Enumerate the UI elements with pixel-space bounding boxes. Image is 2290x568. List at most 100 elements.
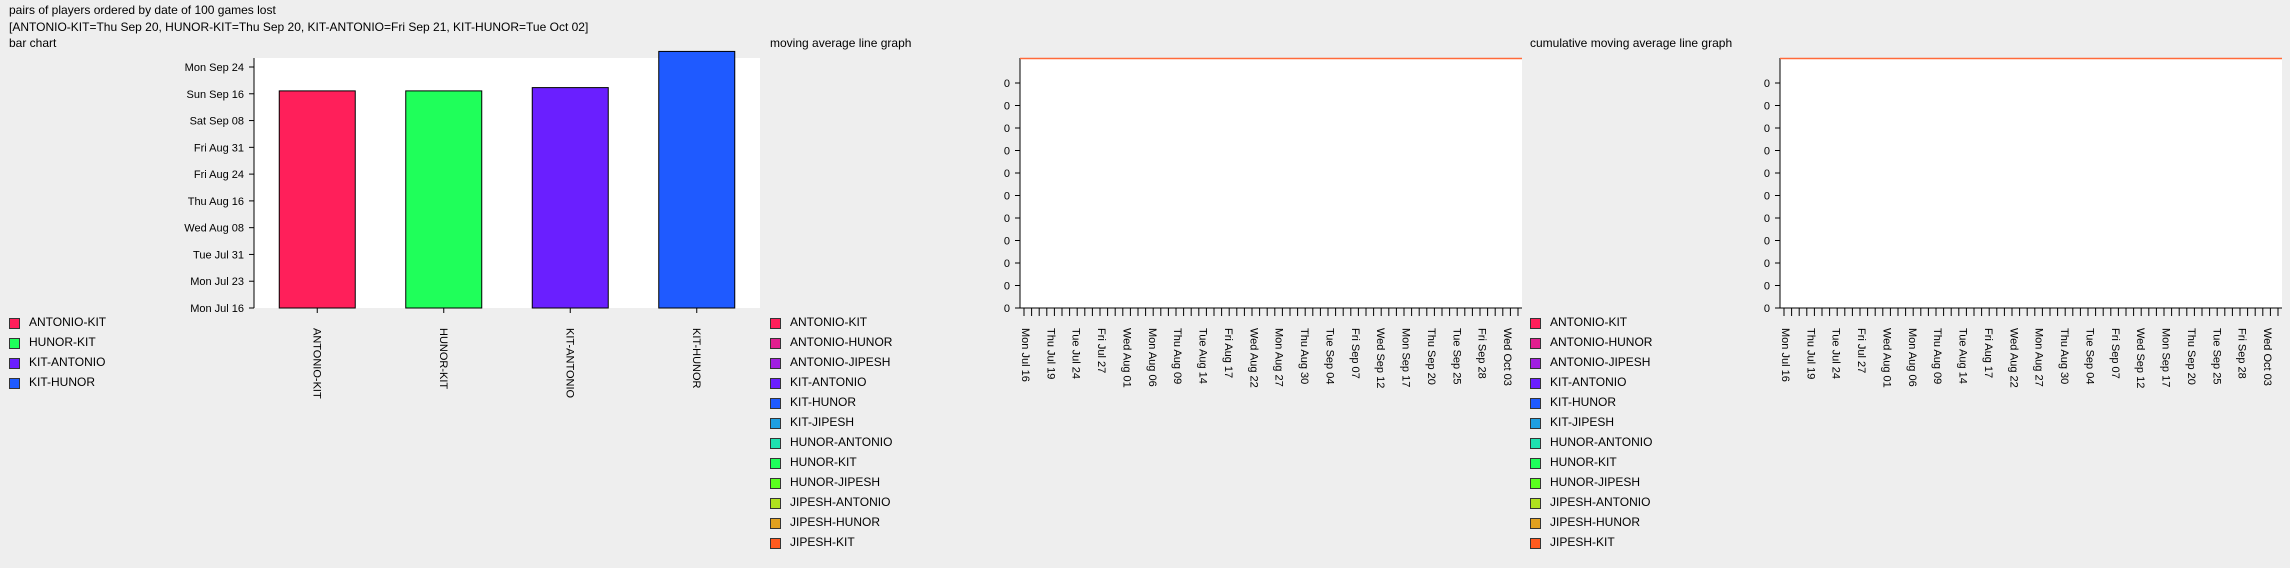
legend-label: ANTONIO-HUNOR [790,335,893,349]
x-tick-label: Mon Jul 16 [1779,328,1791,382]
legend-label: KIT-ANTONIO [1550,375,1627,389]
legend-label: KIT-ANTONIO [29,355,106,369]
legend-swatch [770,338,781,349]
legend-swatch [1530,438,1541,449]
y-tick-label: 0 [1004,123,1010,135]
plot-area [1780,58,2282,308]
legend-label: JIPESH-KIT [1550,535,1615,549]
legend-label: JIPESH-ANTONIO [1550,495,1651,509]
legend-swatch [770,498,781,509]
moving-average-title: moving average line graph [770,36,912,50]
page-heading: pairs of players ordered by date of 100 … [9,3,276,17]
x-tick-label: Fri Sep 28 [2236,328,2248,379]
x-tick-label: Mon Sep 17 [2160,328,2172,387]
x-tick-label: Tue Aug 14 [1957,328,1969,384]
x-tick-label: Thu Jul 19 [1804,328,1816,379]
y-tick-label: 0 [1004,101,1010,113]
legend-swatch [770,418,781,429]
x-tick-label: Mon Jul 16 [1019,328,1031,382]
y-tick-label: Mon Jul 23 [190,276,244,288]
bar [278,90,356,309]
x-tick-label: Wed Aug 22 [2007,328,2019,388]
legend-swatch [770,518,781,529]
x-tick-label: Thu Aug 09 [1171,328,1183,384]
y-tick-label: 0 [1764,168,1770,180]
y-tick-label: 0 [1764,146,1770,158]
legend-label: KIT-HUNOR [29,375,95,389]
legend-label: HUNOR-JIPESH [790,475,881,489]
legend-label: JIPESH-KIT [790,535,855,549]
bar [531,87,609,309]
y-tick-label: Mon Jul 16 [190,303,244,315]
legend-swatch [770,438,781,449]
x-tick-label: Fri Sep 28 [1476,328,1488,379]
legend-swatch [9,318,20,329]
legend-swatch [1530,518,1541,529]
x-tick-label: Wed Sep 12 [2134,328,2146,388]
legend-swatch [1530,398,1541,409]
x-tick-label: Wed Oct 03 [2261,328,2273,386]
y-tick-label: 0 [1764,213,1770,225]
y-tick-label: Fri Aug 31 [194,142,244,154]
cumulative-average-chart: 0 0 0 0 0 0 0 0 0 0 0 Mon Jul 16 Thu Jul 19 Tue Jul 2… [1764,57,2282,388]
legend-swatch [1530,538,1541,549]
legend-label: HUNOR-KIT [1550,455,1617,469]
bar-chart-title: bar chart [9,36,57,50]
x-tick-label: Mon Aug 27 [2033,328,2045,387]
legend-label: KIT-HUNOR [790,395,856,409]
x-tick-label: Fri Aug 17 [1982,328,1994,378]
y-tick-label: 0 [1004,303,1010,315]
legend-label: ANTONIO-HUNOR [1550,335,1653,349]
x-tick-label: Fri Aug 17 [1222,328,1234,378]
legend-swatch [770,458,781,469]
legend-label: JIPESH-HUNOR [1550,515,1641,529]
legend-label: JIPESH-HUNOR [790,515,881,529]
x-tick-label: Tue Sep 04 [2083,328,2095,384]
x-tick-label: Thu Aug 30 [2058,328,2070,384]
legend-swatch [770,378,781,389]
legend-swatch [770,478,781,489]
x-tick-label: Mon Aug 06 [1906,328,1918,387]
x-tick-label: KIT-ANTONIO [563,328,575,399]
x-tick-label: Tue Jul 24 [1070,328,1082,379]
legend-label: KIT-HUNOR [1550,395,1616,409]
bar [405,90,483,309]
moving-average-chart: 0 0 0 0 0 0 0 0 0 0 0 Mon Jul 16 Thu Jul 19 Tue Jul 2… [1004,57,1522,388]
cumulative-average-title: cumulative moving average line graph [1530,36,1733,50]
x-tick-label: Thu Aug 30 [1298,328,1310,384]
y-tick-label: Wed Aug 08 [184,223,244,235]
legend-swatch [9,338,20,349]
legend-swatch [1530,458,1541,469]
legend-swatch [9,358,20,369]
legend-swatch [1530,478,1541,489]
x-tick-label: Mon Aug 27 [1273,328,1285,387]
summary-dates: [ANTONIO-KIT=Thu Sep 20, HUNOR-KIT=Thu S… [9,20,589,34]
x-tick-label: Thu Sep 20 [1425,328,1437,385]
x-tick-label: Fri Jul 27 [1855,328,1867,373]
y-tick-label: Tue Jul 31 [193,249,244,261]
legend-swatch [770,318,781,329]
legend-swatch [1530,338,1541,349]
x-tick-label: Wed Aug 01 [1880,328,1892,388]
y-tick-label: 0 [1764,123,1770,135]
legend-swatch [770,398,781,409]
y-tick-label: 0 [1004,258,1010,270]
legend-swatch [1530,498,1541,509]
y-tick-label: 0 [1764,236,1770,248]
y-tick-label: 0 [1764,258,1770,270]
legend-label: KIT-JIPESH [1550,415,1615,429]
y-tick-label: 0 [1004,213,1010,225]
y-tick-label: Sun Sep 16 [187,89,245,101]
x-tick-label: Wed Oct 03 [1501,328,1513,386]
x-tick-label: Fri Jul 27 [1095,328,1107,373]
x-tick-label: Tue Sep 25 [2210,328,2222,384]
y-tick-label: 0 [1004,191,1010,203]
legend-label: KIT-JIPESH [790,415,855,429]
legend-label: KIT-ANTONIO [790,375,867,389]
bar [658,50,736,309]
y-tick-label: 0 [1764,281,1770,293]
x-tick-label: KIT-HUNOR [690,328,702,389]
x-tick-label: Wed Aug 22 [1247,328,1259,388]
legend-label: ANTONIO-KIT [790,315,868,329]
x-tick-label: Thu Jul 19 [1044,328,1056,379]
